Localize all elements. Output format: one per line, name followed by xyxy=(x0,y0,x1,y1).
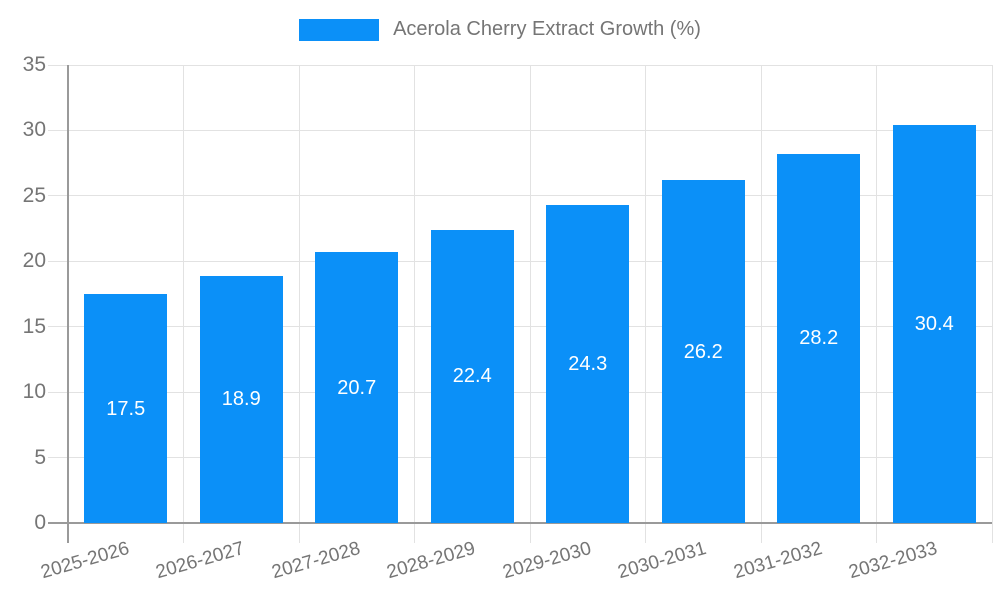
y-axis-tick-label: 35 xyxy=(22,53,46,76)
y-axis-tick-label: 5 xyxy=(34,445,46,469)
x-axis-tick-label: 2030-2031 xyxy=(615,538,710,584)
bar[interactable]: 24.3 xyxy=(546,205,630,523)
bar-value-label: 17.5 xyxy=(106,397,146,420)
bar-value-label: 24.3 xyxy=(568,353,608,375)
x-axis-tick-label: 2028-2029 xyxy=(384,538,479,584)
x-gridline xyxy=(991,65,993,543)
bar[interactable]: 22.4 xyxy=(430,229,514,523)
x-axis-line xyxy=(48,522,992,524)
y-gridline xyxy=(48,457,992,459)
bar-value-label: 22.4 xyxy=(452,365,492,388)
x-axis-tick-label: 2025-2026 xyxy=(38,538,132,584)
y-gridline xyxy=(48,260,992,262)
bar-value-label: 28.2 xyxy=(799,327,839,350)
y-axis-tick-label: 10 xyxy=(22,380,46,404)
legend-swatch xyxy=(299,18,380,41)
x-gridline xyxy=(529,65,531,543)
y-gridline xyxy=(48,129,992,131)
bar[interactable]: 28.2 xyxy=(777,153,861,523)
bar-value-label: 26.2 xyxy=(683,340,723,363)
x-axis-tick-label: 2029-2030 xyxy=(500,538,594,584)
y-gridline xyxy=(48,326,992,328)
y-axis-line xyxy=(67,65,69,543)
y-gridline xyxy=(48,64,992,66)
bar[interactable]: 18.9 xyxy=(199,275,283,523)
y-axis-tick-label: 25 xyxy=(22,183,46,207)
legend-item[interactable]: Acerola Cherry Extract Growth (%) xyxy=(299,18,701,41)
x-gridline xyxy=(298,65,300,543)
x-axis-tick-label: 2032-2033 xyxy=(846,538,941,584)
x-axis-tick-label: 2031-2032 xyxy=(731,538,825,584)
y-axis-tick-label: 15 xyxy=(22,314,46,338)
x-axis-tick-label: 2027-2028 xyxy=(269,538,363,584)
y-axis-tick-label: 0 xyxy=(34,511,46,534)
y-gridline xyxy=(48,391,992,393)
x-gridline xyxy=(876,65,877,543)
legend: Acerola Cherry Extract Growth (%) xyxy=(0,18,1000,41)
y-axis-tick-label: 30 xyxy=(22,118,46,142)
x-axis-tick-label: 2026-2027 xyxy=(153,538,248,584)
legend-label: Acerola Cherry Extract Growth (%) xyxy=(393,18,701,40)
bar-value-label: 30.4 xyxy=(914,313,954,336)
bar[interactable]: 20.7 xyxy=(315,252,399,523)
y-gridline xyxy=(48,195,992,197)
bar[interactable]: 26.2 xyxy=(661,180,745,523)
bar-value-label: 20.7 xyxy=(337,376,377,399)
x-gridline xyxy=(760,65,762,543)
bar-value-label: 18.9 xyxy=(221,388,261,411)
bar[interactable]: 17.5 xyxy=(84,294,168,523)
bar[interactable]: 30.4 xyxy=(892,125,976,523)
x-gridline xyxy=(183,65,184,543)
x-gridline xyxy=(414,65,415,543)
x-gridline xyxy=(645,65,646,543)
y-axis-tick-label: 20 xyxy=(22,249,46,273)
